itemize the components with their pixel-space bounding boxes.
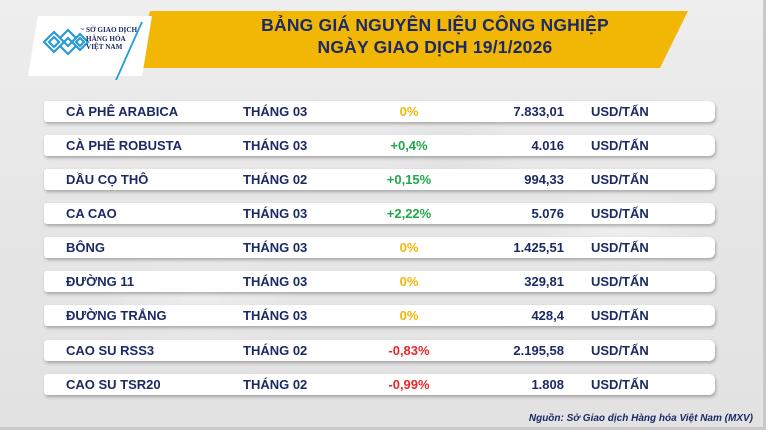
commodity-name: CAO SU TSR20 — [66, 377, 161, 392]
price-change: -0,83% — [388, 343, 430, 358]
table-row: CAO SU RSS3 THÁNG 02 -0,83% 2.195,58 USD/TẤN — [44, 340, 715, 361]
logo-text-line-2: HÀNG HÓA — [86, 34, 126, 43]
table-row: ĐƯỜNG 11 THÁNG 03 0% 329,81 USD/TẤN — [44, 271, 715, 292]
contract-month: THÁNG 02 — [243, 172, 308, 187]
price-change: +0,15% — [386, 172, 432, 187]
logo-text: SỞ GIAO DỊCH HÀNG HÓA VIỆT NAM — [86, 26, 146, 52]
price-value: 1.425,51 — [513, 240, 564, 255]
price-change: 0% — [399, 274, 419, 289]
contract-month: THÁNG 03 — [243, 308, 308, 323]
contract-month: THÁNG 02 — [243, 343, 308, 358]
price-unit: USD/TẤN — [591, 138, 649, 153]
table-row: ĐƯỜNG TRẮNG THÁNG 03 0% 428,4 USD/TẤN — [44, 305, 715, 326]
table-row: BÔNG THÁNG 03 0% 1.425,51 USD/TẤN — [44, 237, 715, 258]
commodity-name: ĐƯỜNG TRẮNG — [66, 308, 167, 323]
price-unit: USD/TẤN — [591, 206, 649, 221]
price-unit: USD/TẤN — [591, 240, 649, 255]
logo-text-line-1: SỞ GIAO DỊCH — [86, 26, 138, 34]
commodity-name: DẦU CỌ THÔ — [66, 172, 149, 187]
price-unit: USD/TẤN — [591, 343, 649, 358]
table-row: CAO SU TSR20 THÁNG 02 -0,99% 1.808 USD/TẤN — [44, 374, 715, 395]
price-unit: USD/TẤN — [591, 377, 649, 392]
price-value: 329,81 — [524, 274, 564, 289]
commodity-name: CÀ PHÊ ARABICA — [66, 104, 179, 119]
table-row: CÀ PHÊ ARABICA THÁNG 03 0% 7.833,01 USD/TẤN — [44, 101, 715, 122]
mxv-logo-icon — [42, 28, 90, 56]
contract-month: THÁNG 03 — [243, 240, 308, 255]
commodity-name: CAO SU RSS3 — [66, 343, 155, 358]
price-value: 2.195,58 — [513, 343, 564, 358]
logo-text-line-3: VIỆT NAM — [86, 43, 123, 51]
price-unit: USD/TẤN — [591, 172, 649, 187]
title-line-2: NGÀY GIAO DỊCH 19/1/2026 — [317, 37, 553, 57]
commodity-name: CA CAO — [66, 206, 117, 221]
contract-month: THÁNG 03 — [243, 104, 308, 119]
price-value: 4.016 — [531, 138, 564, 153]
table-row: DẦU CỌ THÔ THÁNG 02 +0,15% 994,33 USD/TẤN — [44, 169, 715, 190]
commodity-name: CÀ PHÊ ROBUSTA — [66, 138, 183, 153]
contract-month: THÁNG 03 — [243, 138, 308, 153]
price-change: 0% — [399, 308, 419, 323]
price-value: 994,33 — [524, 172, 564, 187]
price-value: 7.833,01 — [513, 104, 564, 119]
price-unit: USD/TẤN — [591, 104, 649, 119]
price-unit: USD/TẤN — [591, 308, 649, 323]
contract-month: THÁNG 03 — [243, 274, 308, 289]
commodity-name: BÔNG — [66, 240, 105, 255]
table-row: CA CAO THÁNG 03 +2,22% 5.076 USD/TẤN — [44, 203, 715, 224]
price-change: -0,99% — [388, 377, 430, 392]
price-change: +2,22% — [386, 206, 432, 221]
trademark-symbol: ™ — [80, 27, 84, 32]
commodity-name: ĐƯỜNG 11 — [66, 274, 135, 289]
source-note: Nguồn: Sở Giao dịch Hàng hóa Việt Nam (M… — [528, 413, 753, 424]
price-value: 1.808 — [531, 377, 564, 392]
price-change: 0% — [399, 240, 419, 255]
page-title: BẢNG GIÁ NGUYÊN LIỆU CÔNG NGHIỆP NGÀY GI… — [200, 14, 670, 58]
price-value: 5.076 — [531, 206, 564, 221]
header-banner — [128, 11, 688, 68]
price-change: +0,4% — [390, 138, 428, 153]
title-line-1: BẢNG GIÁ NGUYÊN LIỆU CÔNG NGHIỆP — [261, 15, 609, 35]
contract-month: THÁNG 02 — [243, 377, 308, 392]
price-change: 0% — [399, 104, 419, 119]
price-value: 428,4 — [531, 308, 564, 323]
table-row: CÀ PHÊ ROBUSTA THÁNG 03 +0,4% 4.016 USD/TẤN — [44, 135, 715, 156]
contract-month: THÁNG 03 — [243, 206, 308, 221]
price-unit: USD/TẤN — [591, 274, 649, 289]
